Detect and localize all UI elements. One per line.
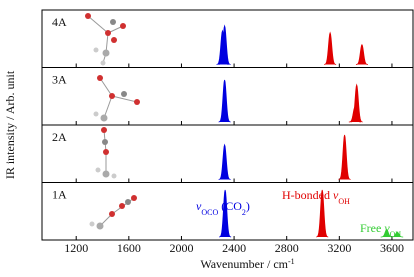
text-part: ) — [246, 199, 250, 213]
annotation: Free νOH — [360, 221, 401, 239]
text-part: (CO — [218, 199, 242, 213]
molecule-icon — [85, 13, 126, 66]
text-part: OH — [390, 230, 402, 239]
x-tick-label: 3600 — [380, 241, 404, 255]
text-part: -1 — [288, 257, 295, 266]
annotation: H-bonded νOH — [282, 188, 350, 206]
panel-label: 2A — [52, 130, 67, 144]
x-tick-label: 2000 — [169, 241, 193, 255]
x-tick-label: 1600 — [117, 241, 141, 255]
peak — [219, 190, 231, 237]
x-tick-label: 2400 — [222, 241, 246, 255]
peak — [356, 45, 368, 65]
text-part: H-bonded — [282, 188, 333, 202]
x-tick-label: 1200 — [64, 241, 88, 255]
peak — [219, 145, 231, 180]
text-part: Free — [360, 221, 384, 235]
molecules — [85, 13, 140, 230]
y-axis-label: IR intensity / Arb. unit — [3, 70, 17, 179]
molecule-icon — [96, 127, 117, 179]
peak — [324, 33, 336, 65]
panel-label: 4A — [52, 15, 67, 29]
x-tick-label: 2800 — [275, 241, 299, 255]
text-part: OCO — [201, 208, 218, 217]
annotation: Wavenumber / cm-1 — [200, 257, 294, 272]
x-tick-label: 3200 — [327, 241, 351, 255]
text-part: Wavenumber / cm — [200, 257, 288, 271]
peak — [339, 135, 351, 180]
molecule-icon — [90, 195, 138, 230]
panel-label: 1A — [52, 188, 67, 202]
text-part: OH — [338, 197, 350, 206]
molecule-icon — [94, 75, 141, 122]
chart: IR intensity / Arb. unit 4A 3A 2A 1A 1200 160… — [0, 0, 414, 277]
peak — [219, 80, 231, 122]
panel-label: 3A — [52, 73, 67, 87]
